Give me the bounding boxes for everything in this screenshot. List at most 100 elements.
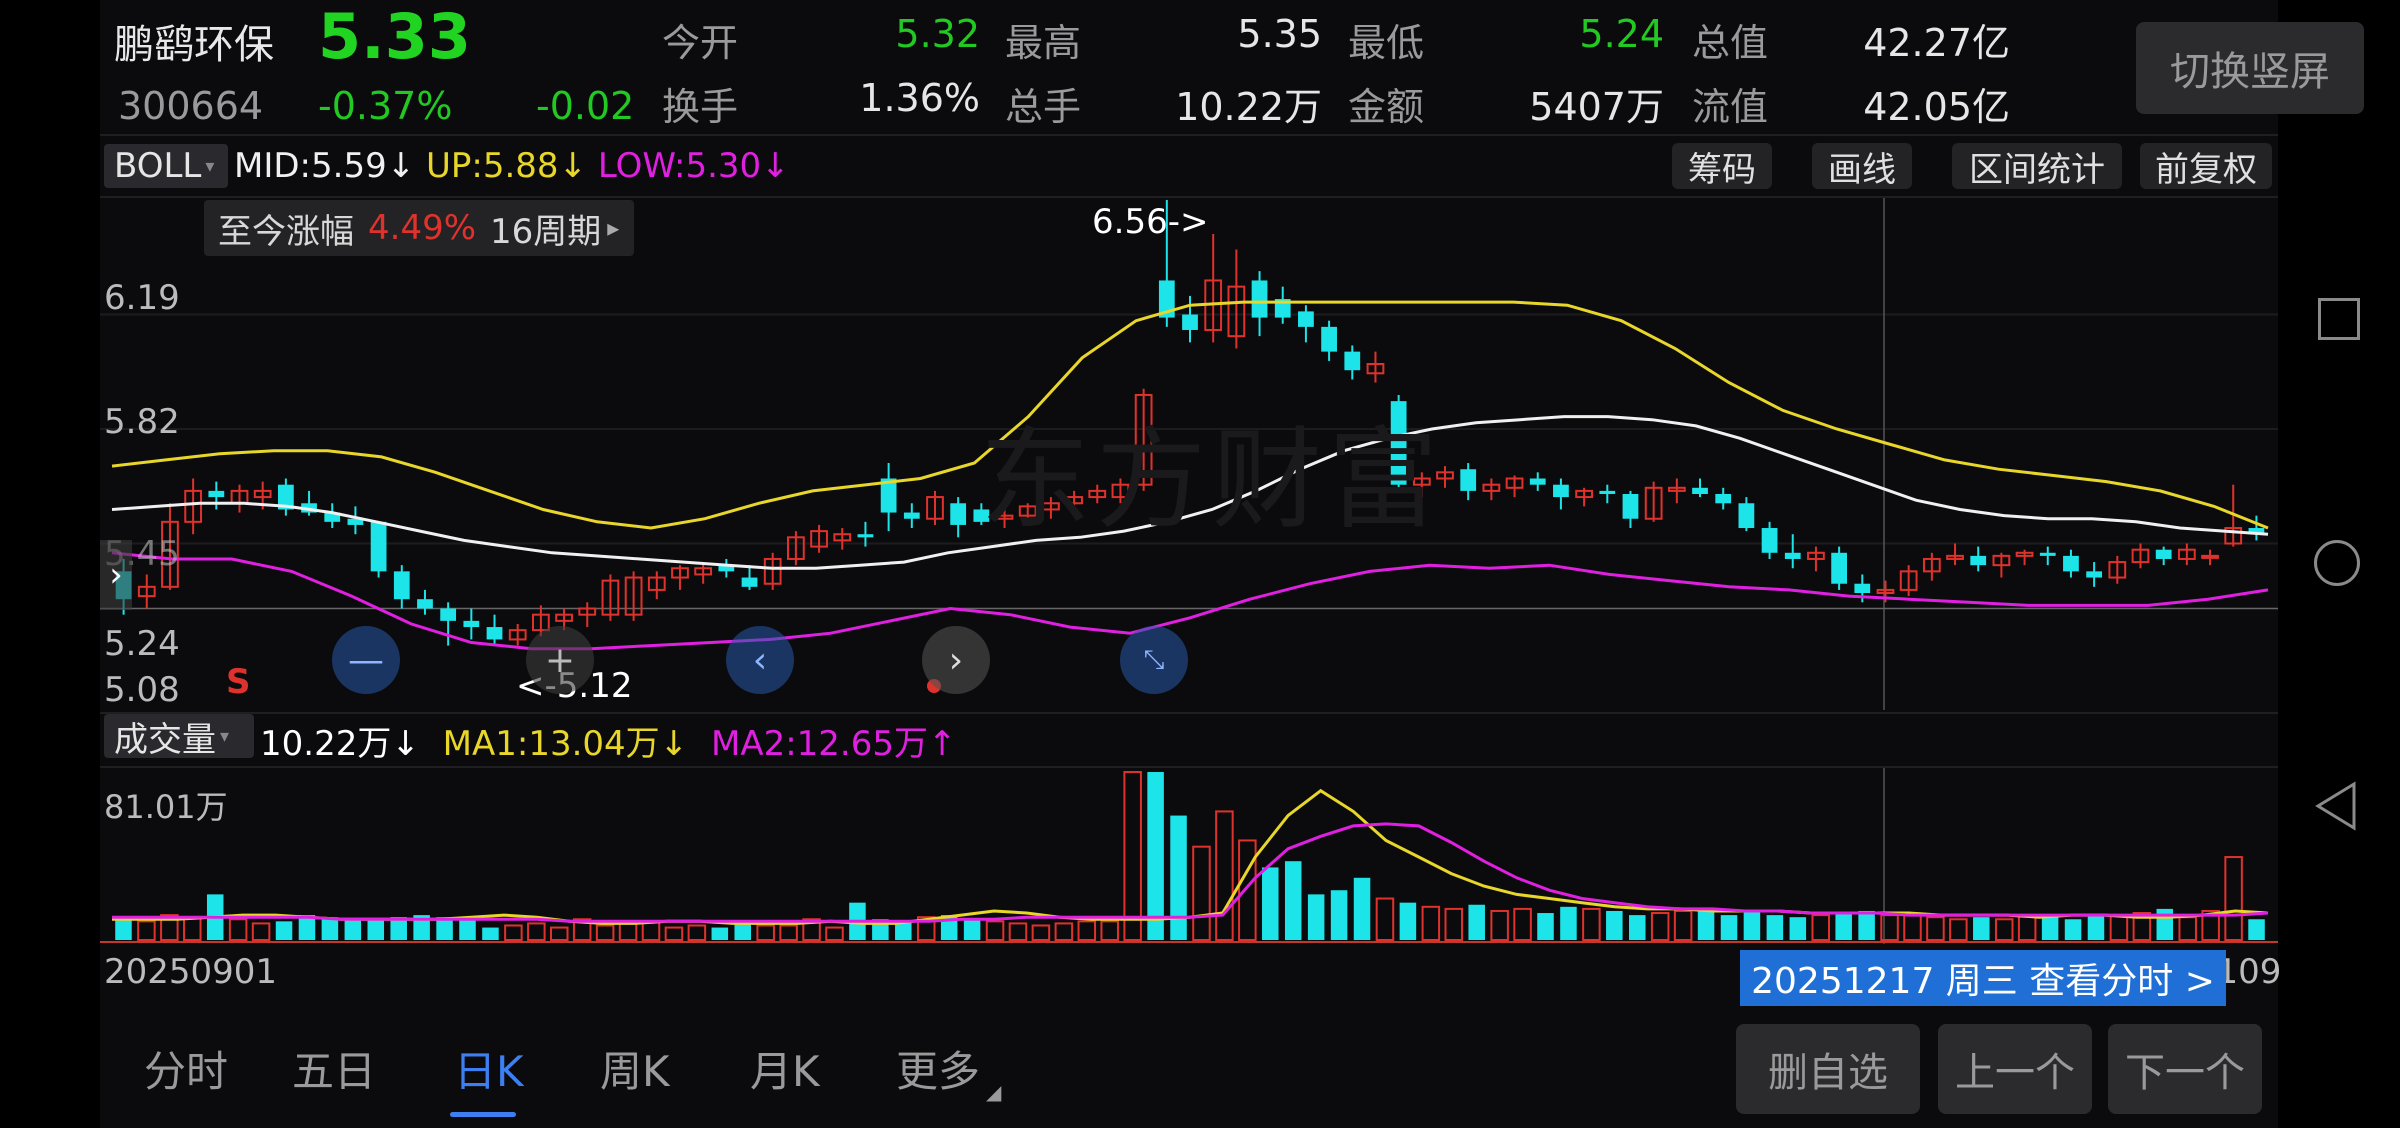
candle-body <box>277 484 294 510</box>
candle-body <box>1922 557 1941 573</box>
candle-body <box>1622 493 1639 519</box>
volume-bar <box>1170 815 1187 940</box>
volume-bar <box>1490 909 1509 942</box>
expand-left-icon[interactable]: › <box>100 540 132 610</box>
candle-body <box>973 509 990 522</box>
range-label: 至今涨幅 <box>218 211 354 252</box>
candle-body <box>161 520 179 588</box>
chevron-right-icon[interactable]: › <box>922 626 990 694</box>
left-edge <box>0 0 100 1128</box>
zoom-out-icon[interactable]: — <box>332 626 400 694</box>
volume-bar <box>1858 910 1875 940</box>
volume-bar <box>1650 912 1670 941</box>
open-label: 今开 <box>662 21 739 65</box>
volume-bar <box>1560 906 1577 940</box>
volume-today: 10.22万 <box>260 724 392 764</box>
volume-bar <box>137 920 156 941</box>
candle-body <box>1111 483 1130 499</box>
price-tick: 6.19 <box>104 278 180 318</box>
boll-values: MID:5.59↓ UP:5.88↓ LOW:5.30↓ <box>234 146 790 186</box>
zoom-in-icon[interactable]: + <box>526 626 594 694</box>
candle-body <box>1784 552 1801 559</box>
volume-chart[interactable] <box>100 768 2278 944</box>
arrow-down-icon: ↓ <box>761 146 790 186</box>
market-cap-value: 42.27亿 <box>1863 21 2010 65</box>
collapse-icon[interactable]: ⤡ <box>1120 626 1188 694</box>
volume-bar <box>802 918 821 942</box>
volume-bar <box>1673 909 1693 942</box>
remove-watchlist-button[interactable]: 删自选 <box>1736 1024 1920 1114</box>
candle-body <box>2015 551 2034 557</box>
candle-body <box>1854 583 1871 594</box>
price-tick: 5.08 <box>104 670 180 710</box>
volume-bar <box>1077 920 1097 941</box>
candle-body <box>1134 393 1153 486</box>
tab-intraday[interactable]: 分时 <box>144 1047 229 1096</box>
volume-bar <box>390 917 407 940</box>
volume-bar <box>825 926 844 942</box>
volume-bar <box>1444 907 1464 942</box>
candle-body <box>1761 528 1778 553</box>
volume-bar <box>1031 924 1051 942</box>
candle-body <box>1505 477 1524 489</box>
market-cap-label: 总值 <box>1692 21 1769 65</box>
sell-signal: S <box>226 662 251 702</box>
volume-bar <box>527 922 546 941</box>
volume-bar <box>413 915 430 940</box>
tab-more[interactable]: 更多 <box>896 1047 981 1096</box>
tab-five-day[interactable]: 五日 <box>292 1047 377 1096</box>
candlestick-chart[interactable] <box>100 198 2278 710</box>
amount-value: 5407万 <box>1529 85 1664 129</box>
candle-body <box>440 608 457 621</box>
volume-bar <box>2224 856 2243 941</box>
volume-bar <box>2064 919 2082 940</box>
previous-stock-button[interactable]: 上一个 <box>1938 1024 2092 1114</box>
candle-body <box>463 620 480 628</box>
boll-mid-line <box>111 415 2269 570</box>
back-button[interactable] <box>2314 780 2358 832</box>
volume-bar <box>1835 913 1852 940</box>
dropdown-caret-icon: ▾ <box>205 155 215 177</box>
home-button[interactable] <box>2314 540 2360 586</box>
candle-body <box>370 521 387 572</box>
candle-body <box>1366 363 1385 375</box>
switch-portrait-button[interactable]: 切换竖屏 <box>2136 22 2364 114</box>
forward-adjust-button[interactable]: 前复权 <box>2140 143 2272 190</box>
candle-body <box>1088 489 1107 499</box>
candle-body <box>1876 588 1895 595</box>
volume-bar <box>1811 914 1831 941</box>
candle-body <box>1298 311 1314 327</box>
candle-body <box>1599 490 1616 494</box>
volume-bar <box>1054 922 1074 941</box>
tab-monthly-k[interactable]: 月K <box>750 1047 820 1096</box>
date-tooltip-button[interactable]: 20251217 周三 查看分时 > <box>1740 950 2226 1006</box>
candle-body <box>555 613 573 622</box>
chevron-left-icon[interactable]: ‹ <box>726 626 794 694</box>
volume-bar <box>1949 918 1968 942</box>
next-stock-button[interactable]: 下一个 <box>2108 1024 2262 1114</box>
candle-body <box>1042 502 1060 511</box>
range-gain-box[interactable]: 至今涨幅 4.49% 16周期 ▸ <box>204 200 634 256</box>
volume-bar <box>2178 916 2197 942</box>
boll-low: LOW:5.30 <box>597 146 762 186</box>
candle-body <box>2063 555 2079 572</box>
volume-bar <box>228 918 248 942</box>
range-stats-button[interactable]: 区间统计 <box>1952 143 2122 190</box>
candle-body <box>1321 326 1337 352</box>
candle-body <box>1390 401 1407 485</box>
volume-bar <box>160 914 179 941</box>
recents-button[interactable] <box>2318 298 2360 340</box>
candle-body <box>2155 549 2172 559</box>
candle-body <box>1412 477 1431 486</box>
tab-weekly-k[interactable]: 周K <box>600 1047 670 1096</box>
draw-line-button[interactable]: 画线 <box>1812 143 1912 190</box>
boll-up: UP:5.88 <box>426 146 559 186</box>
chips-button[interactable]: 筹码 <box>1672 143 1772 190</box>
volume-bar <box>251 922 271 941</box>
tab-daily-k[interactable]: 日K <box>454 1047 524 1096</box>
indicator-selector[interactable]: BOLL ▾ <box>104 144 228 188</box>
volume-indicator-selector[interactable]: 成交量 ▾ <box>104 714 254 760</box>
volume-bar <box>504 924 523 942</box>
candle-body <box>184 489 203 523</box>
volume-ma1-line <box>112 788 2269 925</box>
